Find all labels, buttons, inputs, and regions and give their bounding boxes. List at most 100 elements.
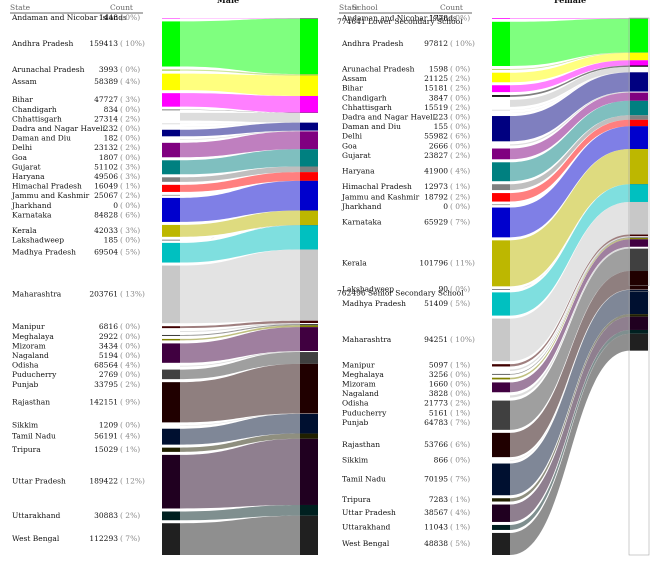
state-segment [492, 116, 510, 142]
pct-label: ( 2%) [450, 84, 470, 93]
pct-label: ( 0%) [450, 389, 470, 398]
state-segment-right [630, 126, 648, 150]
flows [510, 18, 630, 555]
pct-label: ( 0%) [120, 13, 140, 22]
flow [180, 438, 300, 509]
count-label: 64783 [424, 418, 448, 427]
pct-label: ( 2%) [120, 511, 140, 520]
state-segment-right [300, 323, 318, 325]
state-segment-right [300, 438, 318, 505]
state-segment [162, 224, 180, 237]
flow [510, 72, 630, 110]
state-segment-right [630, 333, 648, 351]
male-header-count: Count [110, 3, 133, 12]
state-label: Punjab [12, 380, 39, 389]
flow [180, 210, 300, 237]
pct-label: ( 2%) [450, 74, 470, 83]
state-segment-right [630, 289, 648, 315]
state-segment [492, 144, 510, 146]
pct-label: ( 0%) [120, 235, 140, 244]
state-segment-right [300, 249, 318, 321]
count-label: 1598 [429, 64, 448, 73]
flow [510, 18, 630, 66]
flow [180, 515, 300, 555]
female-header-state: State [339, 3, 360, 12]
flow [510, 149, 630, 287]
pct-label: ( 4%) [450, 167, 470, 176]
state-segment [492, 193, 510, 202]
state-segment-right [630, 248, 648, 272]
state-segment [492, 400, 510, 430]
state-segment [162, 184, 180, 192]
state-segment [162, 265, 180, 324]
count-label: 5194 [99, 351, 118, 360]
flow [510, 237, 630, 375]
state-segment-right [300, 225, 318, 250]
state-segment-right [630, 66, 648, 73]
state-label: Puducherry [342, 408, 387, 417]
flow [510, 239, 630, 393]
count-label: 55982 [424, 132, 448, 141]
state-label: Assam [11, 77, 37, 86]
flow [180, 413, 300, 426]
flow [180, 130, 300, 140]
count-label: 2922 [99, 332, 118, 341]
pct-label: ( 1%) [450, 495, 470, 504]
pct-label: ( 0%) [120, 421, 140, 430]
state-label: Madhya Pradesh [12, 248, 76, 257]
state-label: Manipur [342, 360, 375, 369]
state-segment-right [630, 237, 648, 239]
state-label: Daman and Diu [12, 134, 71, 143]
state-segment [492, 373, 510, 375]
pct-label: ( 0%) [450, 64, 470, 73]
state-segment-right [300, 433, 318, 439]
state-segment [162, 160, 180, 175]
state-label: Uttarakhand [342, 522, 391, 531]
count-label: 5097 [429, 360, 448, 369]
state-label: Daman and Diu [342, 122, 401, 131]
flow [180, 112, 300, 123]
state-label: Tripura [342, 495, 371, 504]
pct-label: ( 0%) [120, 134, 140, 143]
count-label: 21773 [424, 399, 448, 408]
state-segment-right [630, 316, 648, 330]
state-segment [162, 123, 180, 125]
state-label: Madhya Pradesh [342, 299, 406, 308]
state-segment [162, 331, 180, 332]
count-label: 68564 [94, 361, 118, 370]
state-segment-right [630, 329, 648, 334]
count-label: 51409 [424, 299, 448, 308]
count-label: 155 [434, 122, 449, 131]
count-label: 18792 [424, 192, 448, 201]
state-label: Haryana [12, 172, 45, 181]
state-label: Andhra Pradesh [11, 39, 74, 48]
state-segment [162, 425, 180, 426]
count-label: 3847 [429, 93, 448, 102]
pct-label: ( 10%) [120, 39, 145, 48]
state-segment [492, 21, 510, 66]
pct-label: ( 1%) [450, 360, 470, 369]
count-label: 159413 [89, 39, 118, 48]
flow [510, 126, 630, 238]
state-label: Puducherry [12, 370, 57, 379]
pct-label: ( 9%) [120, 397, 140, 406]
state-segment-right [300, 324, 318, 326]
state-segment [162, 428, 180, 445]
count-label: 48838 [424, 539, 448, 548]
pct-label: ( 7%) [450, 217, 470, 226]
female-title: Female [554, 0, 586, 5]
flow [510, 248, 630, 430]
count-label: 84828 [94, 210, 118, 219]
flow [180, 73, 300, 96]
pct-label: ( 0%) [450, 122, 470, 131]
state-label: West Bengal [342, 539, 390, 548]
flow [510, 72, 630, 114]
state-segment [162, 93, 180, 107]
state-segment [162, 126, 180, 128]
state-segment [162, 69, 180, 71]
state-segment-right [300, 413, 318, 434]
count-label: 1778 [429, 13, 448, 22]
count-label: 101796 [419, 258, 448, 267]
state-segment [492, 395, 510, 398]
state-label: Lakshadweep [342, 284, 394, 293]
